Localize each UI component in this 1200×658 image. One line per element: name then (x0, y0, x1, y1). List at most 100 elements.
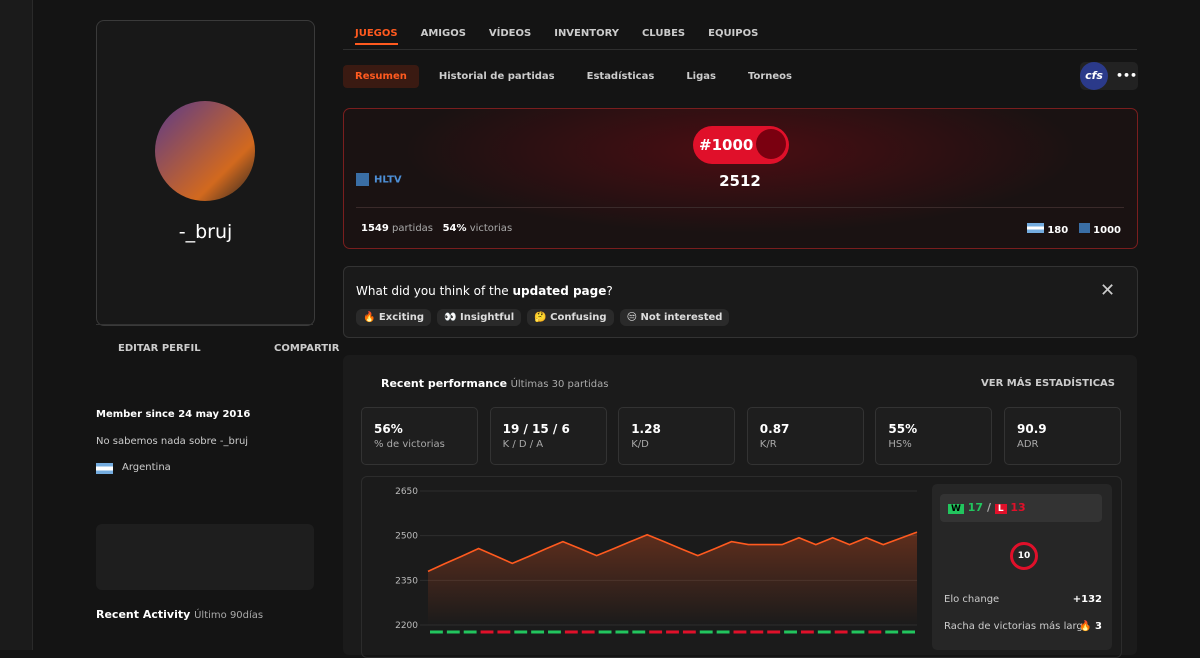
totals: 1549 partidas 54% victorias (361, 223, 512, 234)
area (428, 532, 917, 625)
perf-title-text: Recent performance (381, 377, 508, 390)
region-rank: 1000 (1093, 225, 1121, 236)
winrate-label: victorias (469, 223, 513, 234)
perf-period: Últimas 30 partidas (510, 379, 609, 390)
stat-value: 56% (374, 422, 403, 436)
feedback-question: What did you think of the updated page? (356, 284, 613, 298)
avatar (155, 101, 255, 201)
stat-card: 56% % de victorias (361, 407, 478, 465)
matches: 1549 (361, 223, 389, 234)
more-stats[interactable]: VER MÁS ESTADÍSTICAS (981, 378, 1115, 389)
game-switch[interactable]: cfs ••• (1080, 62, 1138, 90)
wins: 17 (967, 501, 984, 514)
elo-source: HLTV (356, 173, 402, 186)
stat-value: 1.28 (631, 422, 661, 436)
about: No sabemos nada sobre -_bruj (96, 436, 249, 447)
recent-activity-period: Último 90días (194, 610, 264, 621)
l: L (994, 504, 1007, 514)
winrate: 54% (442, 223, 467, 234)
stat-card: 90.9 ADR (1004, 407, 1121, 465)
tab[interactable]: INVENTORY (554, 28, 619, 39)
subtab[interactable]: Estadísticas (586, 71, 655, 82)
feedback-options: 🔥 Exciting 👀 Insightful 🤔 Confusing 😒 Not i… (356, 309, 735, 326)
level: 10 (1010, 542, 1038, 570)
y-tick-label: 2350 (395, 576, 418, 586)
subtab[interactable]: Historial de partidas (438, 71, 555, 82)
profile-actions (96, 324, 313, 371)
stat-label: ADR (1017, 439, 1039, 450)
stat-value: 55% (888, 422, 918, 436)
side-nav (0, 0, 33, 650)
tab[interactable]: EQUIPOS (708, 28, 759, 39)
q3: ? (606, 284, 613, 298)
stat-label: K/R (759, 439, 777, 450)
recent-activity-title: Recent Activity (96, 608, 191, 621)
stat-value: 90.9 (1017, 422, 1047, 436)
profile-card: -_bruj (96, 20, 315, 326)
feedback-option[interactable]: 😒 Not interested (619, 309, 730, 326)
elo-change-label: Elo change (944, 594, 1000, 605)
streak-icon: 🔥 (1079, 621, 1092, 632)
rank-badge: #1000 (693, 126, 789, 164)
stat-label: HS% (888, 439, 912, 450)
q2: updated page (512, 284, 607, 298)
stat-card: 19 / 15 / 6 K / D / A (489, 407, 607, 465)
wl: W 17 / L 13 (940, 494, 1102, 522)
username: -_bruj (178, 221, 233, 243)
losses: 13 (1010, 501, 1026, 514)
tab[interactable]: CLUBES (641, 28, 686, 39)
subtab[interactable]: Resumen (343, 65, 419, 88)
side-panel: W 17 / L 13 10 Elo change +132 Racha de … (932, 484, 1112, 650)
close[interactable]: ✕ (1100, 280, 1116, 301)
subtab[interactable]: Ligas (686, 71, 716, 82)
share[interactable]: COMPARTIR (274, 343, 340, 354)
tabs: JUEGOS AMIGOS VÍDEOS INVENTORY CLUBES EQUIPOS (355, 28, 758, 45)
stat-card: 1.28 K/D (618, 407, 736, 465)
feedback-option[interactable]: 🤔 Confusing (527, 309, 614, 326)
game-logo: cfs (1080, 62, 1108, 90)
matches-label: partidas (392, 223, 434, 234)
streak: 🔥 3 (1079, 621, 1102, 632)
streak-value: 3 (1095, 621, 1102, 632)
recent-activity: Recent Activity Último 90días (96, 608, 263, 621)
stat-label: K/D (631, 439, 649, 450)
badges (96, 524, 314, 590)
stat-card: 0.87 K/R (746, 407, 864, 465)
country-rank: 180 (1047, 225, 1069, 236)
y-tick-label: 2200 (395, 621, 418, 631)
stat-value: 19 / 15 / 6 (502, 422, 570, 436)
tab[interactable]: AMIGOS (420, 28, 466, 39)
tabs-divider (343, 49, 1137, 50)
tab[interactable]: VÍDEOS (488, 28, 532, 39)
stat-card: 55% HS% (875, 407, 993, 465)
more[interactable]: ••• (1116, 69, 1138, 82)
subtabs: Resumen Historial de partidas Estadísticas… (343, 65, 804, 88)
rank: #1000 (699, 136, 754, 154)
country: Argentina (122, 462, 171, 473)
edit-profile[interactable]: EDITAR PERFIL (118, 343, 201, 354)
member-since: Member since 24 may 2016 (96, 409, 251, 420)
feedback-option[interactable]: 🔥 Exciting (356, 309, 432, 326)
source: HLTV (374, 174, 402, 186)
stat-label: K / D / A (502, 439, 544, 450)
ranks: 180 1000 (1026, 223, 1121, 236)
feedback: What did you think of the updated page? … (343, 266, 1138, 338)
elo-card: HLTV #1000 2512 1549 partidas 54% victor… (343, 108, 1138, 249)
tab[interactable]: JUEGOS (355, 28, 398, 45)
q1: What did you think of the (356, 284, 513, 298)
streak-label: Racha de victorias más larga (944, 621, 1089, 632)
y-tick-label: 2500 (395, 532, 418, 542)
flag (96, 463, 113, 474)
stat-label: % de victorias (374, 439, 445, 450)
line (427, 531, 918, 573)
elo: 2512 (719, 172, 761, 190)
sep: / (986, 501, 991, 514)
subtab[interactable]: Torneos (747, 71, 793, 82)
feedback-option[interactable]: 👀 Insightful (437, 309, 522, 326)
perf-title: Recent performance Últimas 30 partidas (381, 377, 609, 390)
w: W (948, 504, 964, 514)
elo-change: +132 (1072, 594, 1102, 605)
y-tick-label: 2650 (395, 487, 418, 497)
